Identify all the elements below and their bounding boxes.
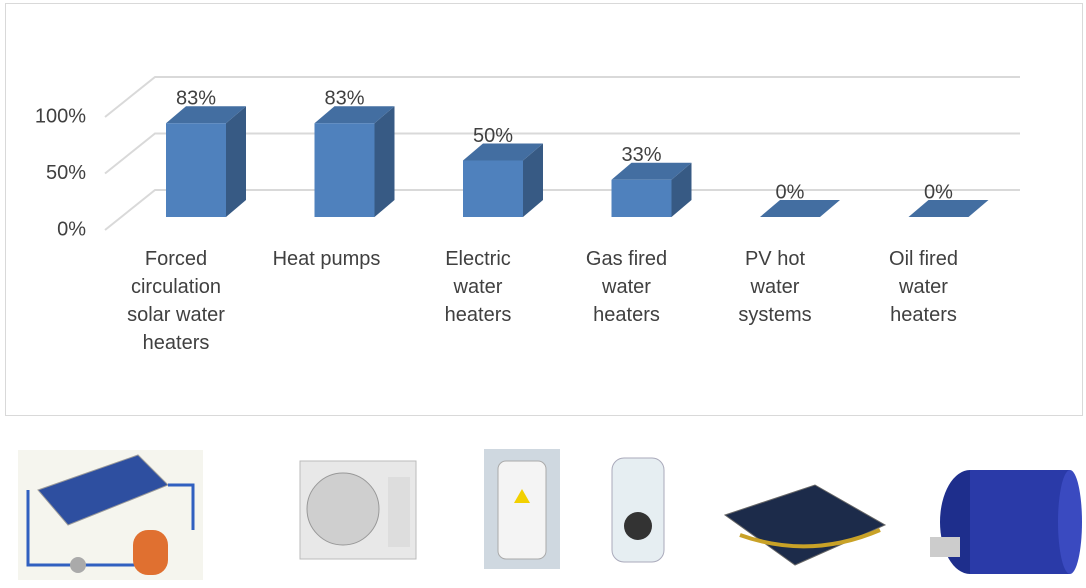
x-tick-label: Heat pumps [272,248,381,270]
oil-boiler-image [930,470,1082,574]
value-label: 50% [473,125,513,147]
grid-line [104,132,1020,175]
bar-side [374,106,395,217]
x-tick-label: PV hot water systems [738,248,812,326]
bar [908,200,989,217]
gas-heater-image [611,457,665,563]
chart: 0% 50% 100% 83% 83% 50% 33% 0% 0% [35,76,1020,240]
value-label: 0% [776,181,805,203]
bar-top [463,143,543,161]
bar-front [166,123,226,217]
electric-heater-image [484,449,560,569]
bar-front [314,123,375,217]
bar [760,200,840,217]
bar [314,106,395,217]
bar-front [463,160,523,217]
value-label: 33% [621,144,661,166]
y-tick-label: 50% [46,162,86,184]
solar-collector-image [18,450,203,580]
y-tick-label: 0% [57,218,86,240]
bar-top [760,200,840,217]
bar-side [226,106,246,217]
bar-side [523,143,543,217]
bar [611,162,692,217]
value-label: 83% [324,87,364,109]
chart-frame [5,3,1083,416]
bar [166,106,246,217]
bar [463,143,543,217]
x-tick-label: Oil fired water heaters [889,248,958,326]
y-tick-label: 100% [35,105,86,127]
bar-top [611,162,692,180]
grid-line [104,76,1020,118]
bar-top [314,106,395,124]
value-label: 83% [176,87,216,109]
pv-panel-image [723,484,887,566]
x-tick-label: Gas fired water heaters [585,248,668,326]
value-label: 0% [924,181,953,203]
bar-top [908,200,989,217]
x-tick-label: Forced circulation solar water heaters [127,248,225,354]
grid-line [104,189,1020,231]
bar-front [611,179,672,217]
bar-side [671,162,692,217]
heat-pump-image [299,460,417,560]
x-tick-label: Electric water heaters [444,248,512,326]
bar-top [166,106,246,124]
